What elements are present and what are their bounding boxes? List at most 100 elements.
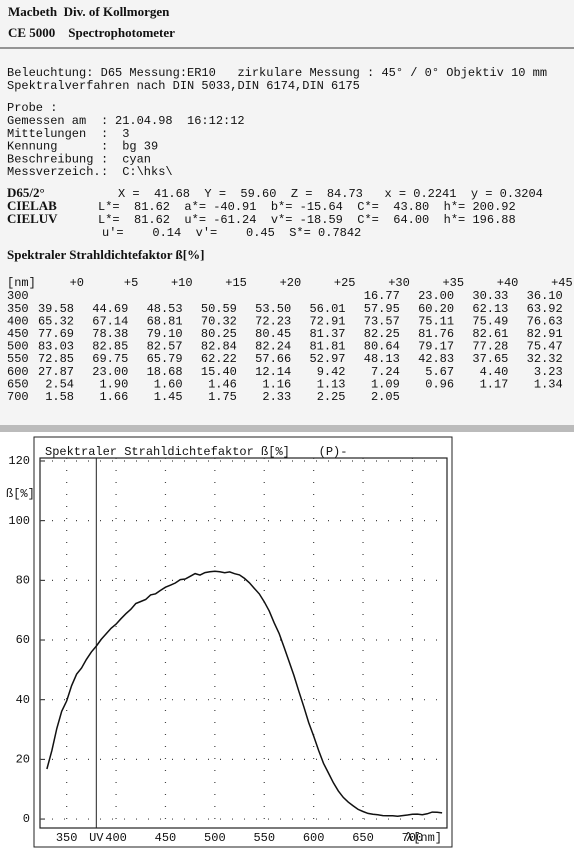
table-cell: 82.57: [147, 340, 183, 354]
row-label: 650: [7, 377, 29, 391]
table-cell: 82.85: [92, 340, 128, 354]
field-value: 21.04.98 16:12:12: [115, 114, 245, 128]
cieluv-label: CIELUV: [7, 211, 58, 226]
row-label: 550: [7, 352, 29, 366]
table-cell: 1.09: [371, 377, 400, 391]
table-cell: 30.33: [472, 289, 508, 303]
row-label: 350: [7, 302, 29, 316]
table-cell: 1.17: [480, 377, 509, 391]
table-cell: 72.23: [255, 314, 291, 328]
xyz: X = 41.68 Y = 59.60 Z = 84.73 x = 0.2241…: [118, 187, 543, 201]
table-cell: 48.53: [147, 302, 183, 316]
table-cell: 65.32: [38, 314, 74, 328]
x-tick-label: 700: [402, 831, 424, 845]
column-header: +45: [551, 276, 573, 290]
table-cell: 80.25: [201, 327, 237, 341]
table-cell: 12.14: [255, 365, 291, 379]
x-tick-label: 400: [105, 831, 127, 845]
table-cell: 15.40: [201, 365, 237, 379]
x-tick-label: 550: [253, 831, 275, 845]
x-tick-label: 350: [56, 831, 78, 845]
table-cell: 75.47: [527, 340, 563, 354]
table-cell: 50.59: [201, 302, 237, 316]
table-cell: 1.75: [208, 390, 237, 404]
table-cell: 56.01: [309, 302, 345, 316]
table-cell: 3.23: [534, 365, 563, 379]
table-cell: 80.45: [255, 327, 291, 341]
table-cell: 82.91: [527, 327, 563, 341]
table-cell: 48.13: [364, 352, 400, 366]
row-label: 300: [7, 289, 29, 303]
table-cell: 72.85: [38, 352, 74, 366]
cielab: L*= 81.62 a*= -40.91 b*= -15.64 C*= 43.8…: [98, 200, 516, 214]
field-label: Beschreibung: [7, 152, 93, 166]
table-cell: 1.60: [154, 377, 183, 391]
column-header: +20: [280, 276, 302, 290]
table-cell: 69.75: [92, 352, 128, 366]
row-label: 450: [7, 327, 29, 341]
table-cell: 1.58: [45, 390, 74, 404]
chart-frame: [33, 436, 453, 848]
field-colon: :: [101, 165, 108, 179]
field-value: 3: [115, 127, 129, 141]
x-axis-label: λ[nm]: [406, 831, 442, 845]
table-cell: 1.46: [208, 377, 237, 391]
chart-title: Spektraler Strahldichtefaktor ß[%] (P)-: [45, 445, 347, 459]
y-tick-label: 120: [8, 454, 30, 468]
table-cell: 52.97: [309, 352, 345, 366]
table-cell: 1.66: [99, 390, 128, 404]
field-colon: :: [101, 152, 108, 166]
measurement-line: Spektralverfahren nach DIN 5033,DIN 6174…: [7, 79, 360, 93]
table-title: Spektraler Strahldichtefaktor ß[%]: [7, 247, 204, 262]
table-cell: 79.17: [418, 340, 454, 354]
y-tick-label: 0: [23, 812, 30, 826]
table-cell: 4.40: [480, 365, 509, 379]
field-colon: :: [101, 114, 108, 128]
table-cell: 67.14: [92, 314, 128, 328]
table-cell: 72.91: [309, 314, 345, 328]
column-header: +25: [334, 276, 356, 290]
x-tick-label: 450: [155, 831, 177, 845]
table-cell: 77.28: [472, 340, 508, 354]
field-value: C:\hks\: [115, 165, 173, 179]
table-cell: 1.13: [317, 377, 346, 391]
y-axis-label: ß[%]: [6, 487, 35, 501]
table-cell: 81.37: [309, 327, 345, 341]
field-label: Kennung: [7, 140, 57, 154]
y-tick-label: 40: [16, 693, 30, 707]
row-label: 400: [7, 314, 29, 328]
unit-header: [nm]: [7, 276, 36, 290]
field-label: Mittelungen: [7, 127, 86, 141]
table-cell: 0.96: [425, 377, 454, 391]
table-cell: 2.05: [371, 390, 400, 404]
table-cell: 42.83: [418, 352, 454, 366]
table-cell: 5.67: [425, 365, 454, 379]
x-tick-label: 500: [204, 831, 226, 845]
table-cell: 18.68: [147, 365, 183, 379]
table-cell: 62.22: [201, 352, 237, 366]
table-cell: 23.00: [92, 365, 128, 379]
table-cell: 27.87: [38, 365, 74, 379]
table-cell: 23.00: [418, 289, 454, 303]
table-cell: 73.57: [364, 314, 400, 328]
report-paper: [0, 0, 574, 425]
table-cell: 82.24: [255, 340, 291, 354]
table-cell: 1.34: [534, 377, 563, 391]
table-cell: 65.79: [147, 352, 183, 366]
table-cell: 1.45: [154, 390, 183, 404]
field-label: Gemessen am: [7, 114, 86, 128]
table-cell: 82.84: [201, 340, 237, 354]
spectral-curve: [46, 570, 443, 817]
table-cell: 80.64: [364, 340, 400, 354]
y-tick-label: 100: [8, 514, 30, 528]
table-cell: 16.77: [364, 289, 400, 303]
illuminant: D65/2°: [7, 185, 45, 200]
table-cell: 77.69: [38, 327, 74, 341]
table-cell: 70.32: [201, 314, 237, 328]
y-tick-label: 20: [16, 753, 30, 767]
table-cell: 82.25: [364, 327, 400, 341]
table-cell: 76.63: [527, 314, 563, 328]
field-value: cyan: [115, 152, 151, 166]
table-cell: 44.69: [92, 302, 128, 316]
table-cell: 75.49: [472, 314, 508, 328]
